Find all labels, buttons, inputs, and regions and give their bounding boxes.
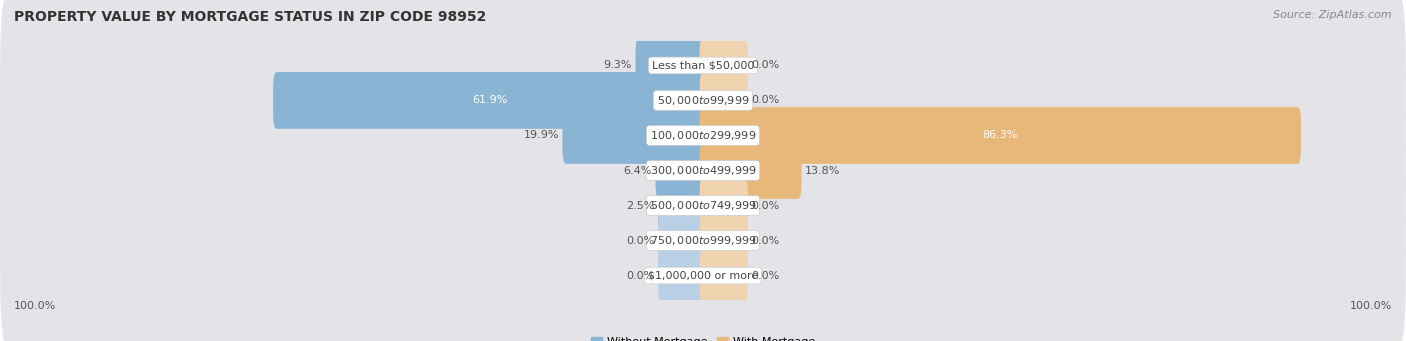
Text: $50,000 to $99,999: $50,000 to $99,999 (657, 94, 749, 107)
Text: $100,000 to $299,999: $100,000 to $299,999 (650, 129, 756, 142)
Text: 9.3%: 9.3% (603, 60, 633, 71)
FancyBboxPatch shape (0, 18, 1406, 183)
Text: 0.0%: 0.0% (751, 270, 779, 281)
FancyBboxPatch shape (636, 37, 706, 94)
Text: PROPERTY VALUE BY MORTGAGE STATUS IN ZIP CODE 98952: PROPERTY VALUE BY MORTGAGE STATUS IN ZIP… (14, 10, 486, 24)
Text: 13.8%: 13.8% (806, 165, 841, 176)
FancyBboxPatch shape (0, 88, 1406, 253)
FancyBboxPatch shape (700, 142, 801, 199)
Text: 6.4%: 6.4% (624, 165, 652, 176)
FancyBboxPatch shape (273, 72, 706, 129)
Text: 0.0%: 0.0% (751, 95, 779, 105)
Text: $300,000 to $499,999: $300,000 to $499,999 (650, 164, 756, 177)
Text: 61.9%: 61.9% (472, 95, 508, 105)
FancyBboxPatch shape (700, 72, 748, 129)
Legend: Without Mortgage, With Mortgage: Without Mortgage, With Mortgage (586, 332, 820, 341)
Text: 2.5%: 2.5% (627, 201, 655, 210)
Text: $500,000 to $749,999: $500,000 to $749,999 (650, 199, 756, 212)
FancyBboxPatch shape (700, 107, 1301, 164)
Text: 0.0%: 0.0% (751, 236, 779, 246)
Text: Less than $50,000: Less than $50,000 (652, 60, 754, 71)
FancyBboxPatch shape (655, 142, 706, 199)
Text: $750,000 to $999,999: $750,000 to $999,999 (650, 234, 756, 247)
Text: 0.0%: 0.0% (751, 60, 779, 71)
FancyBboxPatch shape (700, 37, 748, 94)
Text: 100.0%: 100.0% (14, 301, 56, 311)
Text: 100.0%: 100.0% (1350, 301, 1392, 311)
Text: $1,000,000 or more: $1,000,000 or more (648, 270, 758, 281)
FancyBboxPatch shape (700, 212, 748, 269)
FancyBboxPatch shape (658, 177, 706, 234)
Text: Source: ZipAtlas.com: Source: ZipAtlas.com (1274, 10, 1392, 20)
FancyBboxPatch shape (0, 193, 1406, 341)
Text: 86.3%: 86.3% (983, 131, 1018, 140)
FancyBboxPatch shape (0, 123, 1406, 288)
FancyBboxPatch shape (700, 177, 748, 234)
Text: 0.0%: 0.0% (627, 270, 655, 281)
Text: 19.9%: 19.9% (523, 131, 560, 140)
Text: 0.0%: 0.0% (627, 236, 655, 246)
FancyBboxPatch shape (658, 212, 706, 269)
FancyBboxPatch shape (0, 0, 1406, 148)
FancyBboxPatch shape (658, 247, 706, 304)
FancyBboxPatch shape (700, 247, 748, 304)
Text: 0.0%: 0.0% (751, 201, 779, 210)
FancyBboxPatch shape (0, 158, 1406, 323)
FancyBboxPatch shape (0, 53, 1406, 218)
FancyBboxPatch shape (562, 107, 706, 164)
